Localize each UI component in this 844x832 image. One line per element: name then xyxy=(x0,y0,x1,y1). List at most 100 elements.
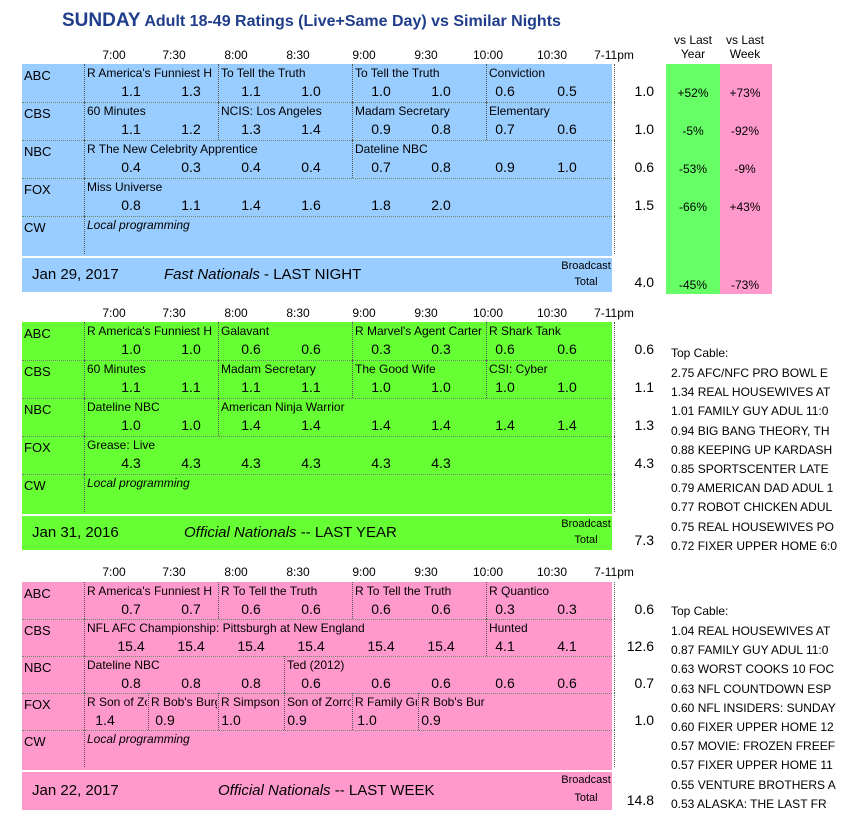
rating-value: 1.0 xyxy=(557,159,577,175)
row-divider xyxy=(22,619,612,620)
panel-date: Jan 29, 2017 xyxy=(32,266,119,283)
time-slot-header: 10:00 xyxy=(472,48,504,62)
time-slot-header: 8:00 xyxy=(224,306,248,320)
time-slot-header: 7:00 xyxy=(102,48,126,62)
rating-value: 4.1 xyxy=(557,638,577,654)
rating-value: 1.0 xyxy=(221,712,241,728)
rating-value: 2.0 xyxy=(431,197,451,213)
time-slot-header: 9:30 xyxy=(414,306,438,320)
panel-date: Jan 22, 2017 xyxy=(32,782,119,799)
time-slot-header: 8:30 xyxy=(286,306,310,320)
row-divider xyxy=(22,102,612,103)
show-title: To Tell the Truth xyxy=(221,66,306,80)
top-cable-item: 1.04 REAL HOUSEWIVES AT xyxy=(671,624,831,638)
rating-value: 1.4 xyxy=(557,417,577,433)
rating-value: 0.6 xyxy=(371,601,391,617)
panel-label: Fast Nationals - LAST NIGHT xyxy=(164,266,362,283)
show-title: Dateline NBC xyxy=(87,400,160,414)
time-slot-header: 9:00 xyxy=(352,306,376,320)
show-title: R Bob's Burgers xyxy=(421,695,485,709)
page-title-day: SUNDAY xyxy=(62,10,141,31)
time-slot-header: 7-11pm xyxy=(594,565,634,579)
broadcast-total-value: 7.3 xyxy=(634,532,654,548)
row-divider xyxy=(22,436,612,437)
row-divider xyxy=(22,216,612,217)
rating-value: 0.8 xyxy=(121,197,141,213)
rating-value: 0.6 xyxy=(557,675,577,691)
show-title: Local programming xyxy=(87,476,190,490)
row-divider xyxy=(22,360,612,361)
broadcast-total-label: Broadcast Total xyxy=(561,518,611,546)
total-divider xyxy=(614,436,615,474)
top-cable-item: 1.01 FAMILY GUY ADUL 11:0 xyxy=(671,404,829,419)
show-title: Elementary xyxy=(489,104,550,118)
rating-value: 1.0 xyxy=(357,712,377,728)
total-divider xyxy=(614,474,615,512)
show-title: Galavant xyxy=(221,324,270,338)
show-divider xyxy=(486,360,487,398)
show-title: Local programming xyxy=(87,218,190,232)
show-divider xyxy=(352,693,353,730)
broadcast-total-label: Broadcast Total xyxy=(561,774,611,804)
show-divider xyxy=(218,398,219,436)
time-slot-header: 8:00 xyxy=(224,565,248,579)
panel-last-year: ABC R America's Funniest H Galavant R Marve… xyxy=(22,322,654,514)
show-title: R America's Funniest H xyxy=(87,66,212,80)
rating-value: 0.6 xyxy=(241,601,261,617)
show-title: R To Tell the Truth xyxy=(355,584,452,598)
rating-value: 1.0 xyxy=(495,379,515,395)
show-title: 60 Minutes xyxy=(87,104,146,118)
network-label: CW xyxy=(24,734,46,749)
show-divider xyxy=(218,102,219,140)
show-divider xyxy=(84,178,85,216)
panel-date: Jan 31, 2016 xyxy=(32,524,119,541)
rating-value: 0.4 xyxy=(121,159,141,175)
network-label: FOX xyxy=(24,440,51,455)
show-title: R America's Funniest H xyxy=(87,324,212,338)
time-slot-header: 7:00 xyxy=(102,306,126,320)
rating-value: 15.4 xyxy=(427,638,455,654)
rating-value: 0.6 xyxy=(241,341,261,357)
rating-value: 1.4 xyxy=(241,417,261,433)
show-divider xyxy=(84,474,85,512)
time-period-total: 4.3 xyxy=(634,455,654,471)
top-cable-item: 0.79 AMERICAN DAD ADUL 1 xyxy=(671,481,834,496)
top-cable-item: 2.75 AFC/NFC PRO BOWL E xyxy=(671,366,828,380)
row-divider xyxy=(22,474,612,475)
rating-value: 4.3 xyxy=(241,455,261,471)
rating-value: 1.4 xyxy=(301,417,321,433)
rating-value: 1.0 xyxy=(181,417,201,433)
show-title: Miss Universe xyxy=(87,180,163,194)
network-label: CBS xyxy=(24,364,51,379)
top-cable-item: 0.53 ALASKA: THE LAST FR xyxy=(671,796,827,811)
show-divider xyxy=(84,656,85,693)
rating-value: 0.6 xyxy=(371,675,391,691)
show-title: To Tell the Truth xyxy=(355,66,440,80)
top-cable-item: 0.57 FIXER UPPER HOME 11 xyxy=(671,758,833,773)
show-divider xyxy=(84,436,85,474)
row-divider xyxy=(22,178,612,179)
network-label: CBS xyxy=(24,106,51,121)
rating-value: 0.3 xyxy=(495,601,515,617)
rating-value: 1.3 xyxy=(241,121,261,137)
total-divider xyxy=(614,360,615,398)
vs-last-year-value: -66% xyxy=(678,200,707,214)
time-period-total: 1.5 xyxy=(634,197,654,213)
rating-value: 0.6 xyxy=(431,675,451,691)
time-slot-header: 7:30 xyxy=(162,48,186,62)
time-slot-header: 10:30 xyxy=(536,565,568,579)
rating-value: 1.3 xyxy=(181,83,201,99)
page-title: SUNDAY Adult 18-49 Ratings (Live+Same Da… xyxy=(62,10,561,32)
top-cable-item: 1.34 REAL HOUSEWIVES AT xyxy=(671,385,831,400)
row-divider xyxy=(22,656,612,657)
network-label: FOX xyxy=(24,182,51,197)
top-cable-item: 0.88 KEEPING UP KARDASH xyxy=(671,442,833,457)
total-divider xyxy=(614,582,615,619)
total-divider xyxy=(614,102,615,140)
show-title: R The New Celebrity Apprentice xyxy=(87,142,258,156)
top-cable-title: Top Cable: xyxy=(671,346,729,360)
rating-value: 0.6 xyxy=(495,341,515,357)
rating-value: 0.9 xyxy=(495,159,515,175)
top-cable-item: 0.63 WORST COOKS 10 FOC xyxy=(671,662,835,677)
rating-value: 1.0 xyxy=(557,379,577,395)
